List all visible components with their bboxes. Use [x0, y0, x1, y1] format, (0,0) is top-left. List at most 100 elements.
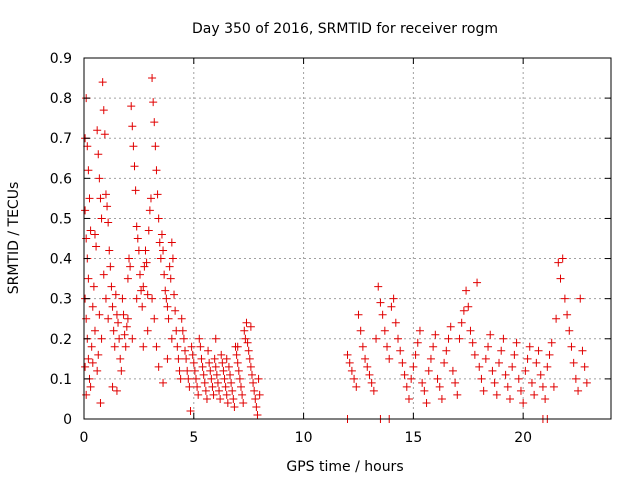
data-point — [223, 398, 232, 407]
data-point — [229, 394, 238, 403]
data-point — [150, 118, 159, 127]
data-point — [81, 362, 90, 371]
data-point — [530, 390, 539, 399]
data-point — [207, 374, 216, 383]
data-point — [117, 366, 126, 375]
data-point — [233, 342, 242, 351]
data-point — [380, 326, 389, 335]
data-point — [426, 354, 435, 363]
data-point — [218, 358, 227, 367]
data-point — [221, 382, 230, 391]
data-points — [81, 74, 591, 423]
data-point — [96, 398, 105, 407]
data-point — [523, 354, 532, 363]
x-tick-label: 0 — [80, 430, 89, 446]
data-point — [230, 402, 239, 411]
data-point — [146, 194, 155, 203]
data-point — [196, 342, 205, 351]
data-point — [372, 334, 381, 343]
data-point — [153, 190, 162, 199]
data-point — [486, 330, 495, 339]
data-point — [490, 378, 499, 387]
data-point — [232, 350, 241, 359]
plot-frame — [83, 57, 612, 420]
data-point — [138, 302, 147, 311]
data-point — [149, 98, 158, 107]
data-point — [93, 366, 102, 375]
grid-lines — [84, 58, 611, 419]
data-point — [115, 334, 124, 343]
data-point — [365, 370, 374, 379]
data-point — [508, 362, 517, 371]
data-point — [109, 326, 118, 335]
data-point — [139, 342, 148, 351]
data-point — [413, 338, 422, 347]
data-point — [510, 350, 519, 359]
data-point — [151, 142, 160, 151]
data-point — [422, 398, 431, 407]
data-point — [154, 214, 163, 223]
data-point — [226, 370, 235, 379]
data-point — [429, 342, 438, 351]
data-point — [148, 74, 157, 83]
data-point — [107, 282, 116, 291]
data-point — [440, 358, 449, 367]
data-point — [534, 346, 543, 355]
data-point — [222, 390, 231, 399]
data-point — [251, 394, 260, 403]
data-point — [82, 390, 91, 399]
data-point — [104, 314, 113, 323]
data-point — [391, 318, 400, 327]
data-point — [239, 398, 248, 407]
data-point — [361, 354, 370, 363]
data-point — [400, 370, 409, 379]
data-point — [415, 326, 424, 335]
data-point — [477, 374, 486, 383]
data-point — [100, 130, 109, 139]
data-point — [132, 222, 141, 231]
data-point — [538, 382, 547, 391]
data-point — [111, 290, 120, 299]
data-point — [171, 306, 180, 315]
data-point — [420, 386, 429, 395]
data-point — [108, 382, 117, 391]
data-point — [184, 374, 193, 383]
data-point — [560, 294, 569, 303]
data-point — [582, 378, 591, 387]
data-point — [536, 370, 545, 379]
data-point — [164, 314, 173, 323]
data-point — [190, 366, 199, 375]
data-point — [161, 286, 170, 295]
data-point — [567, 342, 576, 351]
data-point — [144, 226, 153, 235]
data-point — [246, 322, 255, 331]
data-point — [129, 142, 138, 151]
data-point — [200, 378, 209, 387]
data-point — [244, 346, 253, 355]
data-point — [106, 262, 115, 271]
data-point — [558, 254, 567, 263]
y-tick-label: 0 — [63, 412, 72, 428]
data-point — [468, 338, 477, 347]
data-point — [142, 258, 151, 267]
data-point — [220, 374, 229, 383]
data-point — [499, 334, 508, 343]
data-point — [492, 390, 501, 399]
data-point — [152, 342, 161, 351]
data-point — [143, 326, 152, 335]
data-point — [94, 150, 103, 159]
data-point — [525, 342, 534, 351]
data-point — [411, 350, 420, 359]
data-point — [455, 334, 464, 343]
data-point — [104, 218, 113, 227]
data-point — [193, 382, 202, 391]
data-point — [131, 186, 140, 195]
data-point — [503, 382, 512, 391]
data-point — [387, 302, 396, 311]
data-point — [547, 338, 556, 347]
data-point — [208, 382, 217, 391]
y-tick-label: 0.8 — [50, 91, 72, 107]
data-point — [576, 294, 585, 303]
data-point — [152, 166, 161, 175]
